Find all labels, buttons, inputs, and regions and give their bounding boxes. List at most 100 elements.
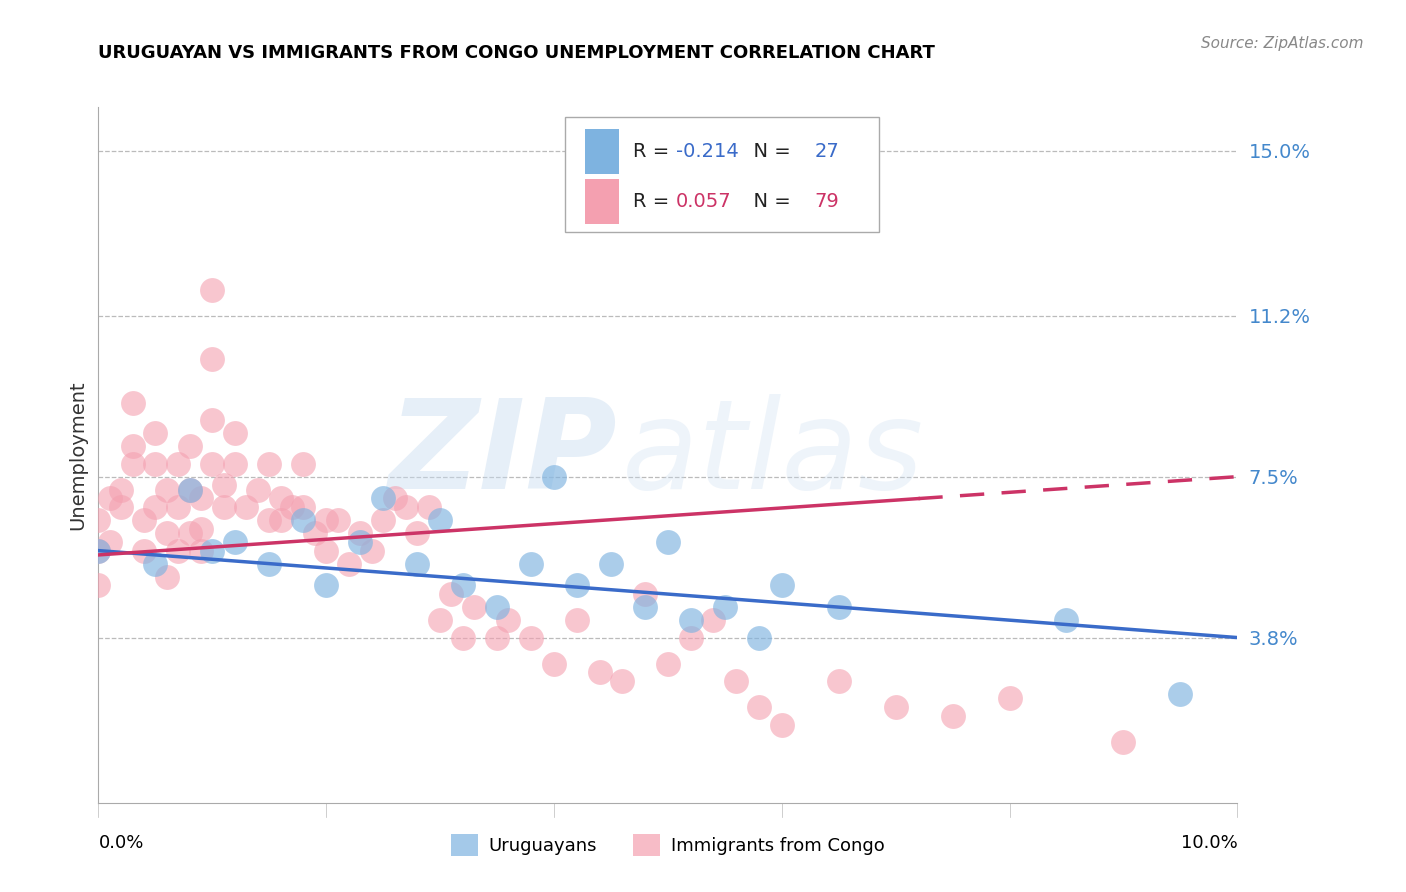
Point	[224, 457, 246, 471]
Point	[373, 513, 395, 527]
Point	[110, 500, 132, 514]
Text: 79: 79	[814, 193, 839, 211]
Point	[145, 557, 167, 571]
Point	[418, 500, 440, 514]
Point	[292, 500, 315, 514]
Point	[179, 483, 201, 497]
Point	[224, 534, 246, 549]
Point	[121, 395, 143, 409]
Point	[132, 543, 155, 558]
Point	[179, 483, 201, 497]
Point	[315, 513, 337, 527]
Text: 10.0%: 10.0%	[1181, 834, 1237, 852]
Point	[828, 674, 851, 689]
Point	[212, 500, 235, 514]
Point	[167, 500, 190, 514]
Point	[190, 543, 212, 558]
Point	[565, 578, 588, 592]
Text: R =: R =	[633, 193, 675, 211]
Point	[451, 631, 474, 645]
Point	[657, 534, 679, 549]
Text: atlas: atlas	[623, 394, 924, 516]
Point	[315, 543, 337, 558]
Point	[98, 491, 121, 506]
Text: 0.0%: 0.0%	[98, 834, 143, 852]
Point	[1056, 613, 1078, 627]
Point	[770, 578, 793, 592]
Point	[565, 613, 588, 627]
Point	[87, 543, 110, 558]
Point	[132, 513, 155, 527]
Point	[121, 457, 143, 471]
Point	[337, 557, 360, 571]
Point	[145, 500, 167, 514]
Point	[259, 513, 281, 527]
Point	[145, 457, 167, 471]
Text: Source: ZipAtlas.com: Source: ZipAtlas.com	[1201, 36, 1364, 51]
Bar	[585, 128, 619, 174]
Point	[498, 613, 520, 627]
Point	[702, 613, 724, 627]
Point	[748, 700, 770, 714]
Point	[98, 534, 121, 549]
Point	[543, 469, 565, 483]
Point	[179, 526, 201, 541]
Point	[657, 657, 679, 671]
Point	[748, 631, 770, 645]
Point	[292, 457, 315, 471]
Point	[167, 457, 190, 471]
Point	[429, 513, 451, 527]
Point	[725, 674, 748, 689]
Point	[145, 426, 167, 441]
Point	[201, 457, 224, 471]
Point	[451, 578, 474, 592]
Point	[770, 717, 793, 731]
Text: ZIP: ZIP	[388, 394, 617, 516]
Point	[612, 674, 634, 689]
Point	[224, 426, 246, 441]
Point	[315, 578, 337, 592]
Point	[634, 587, 657, 601]
Point	[679, 631, 702, 645]
Point	[201, 413, 224, 427]
Point	[156, 483, 179, 497]
Point	[212, 478, 235, 492]
FancyBboxPatch shape	[565, 118, 879, 232]
Text: N =: N =	[741, 193, 797, 211]
Point	[292, 513, 315, 527]
Point	[588, 665, 610, 680]
Point	[87, 543, 110, 558]
Point	[110, 483, 132, 497]
Point	[190, 491, 212, 506]
Text: 0.057: 0.057	[676, 193, 731, 211]
Point	[360, 543, 382, 558]
Text: R =: R =	[633, 142, 675, 161]
Point	[349, 526, 371, 541]
Text: N =: N =	[741, 142, 797, 161]
Point	[270, 513, 292, 527]
Point	[179, 439, 201, 453]
Point	[235, 500, 257, 514]
Text: URUGUAYAN VS IMMIGRANTS FROM CONGO UNEMPLOYMENT CORRELATION CHART: URUGUAYAN VS IMMIGRANTS FROM CONGO UNEMP…	[98, 45, 935, 62]
Point	[259, 557, 281, 571]
Point	[998, 691, 1021, 706]
Point	[634, 600, 657, 615]
Point	[326, 513, 349, 527]
Point	[259, 457, 281, 471]
Bar	[585, 179, 619, 225]
Point	[1112, 735, 1135, 749]
Point	[156, 526, 179, 541]
Point	[679, 613, 702, 627]
Text: -0.214: -0.214	[676, 142, 738, 161]
Point	[190, 522, 212, 536]
Point	[406, 557, 429, 571]
Point	[395, 500, 418, 514]
Point	[1170, 687, 1192, 701]
Point	[406, 526, 429, 541]
Point	[486, 631, 509, 645]
Point	[201, 543, 224, 558]
Point	[463, 600, 485, 615]
Point	[486, 600, 509, 615]
Point	[828, 600, 851, 615]
Point	[201, 352, 224, 367]
